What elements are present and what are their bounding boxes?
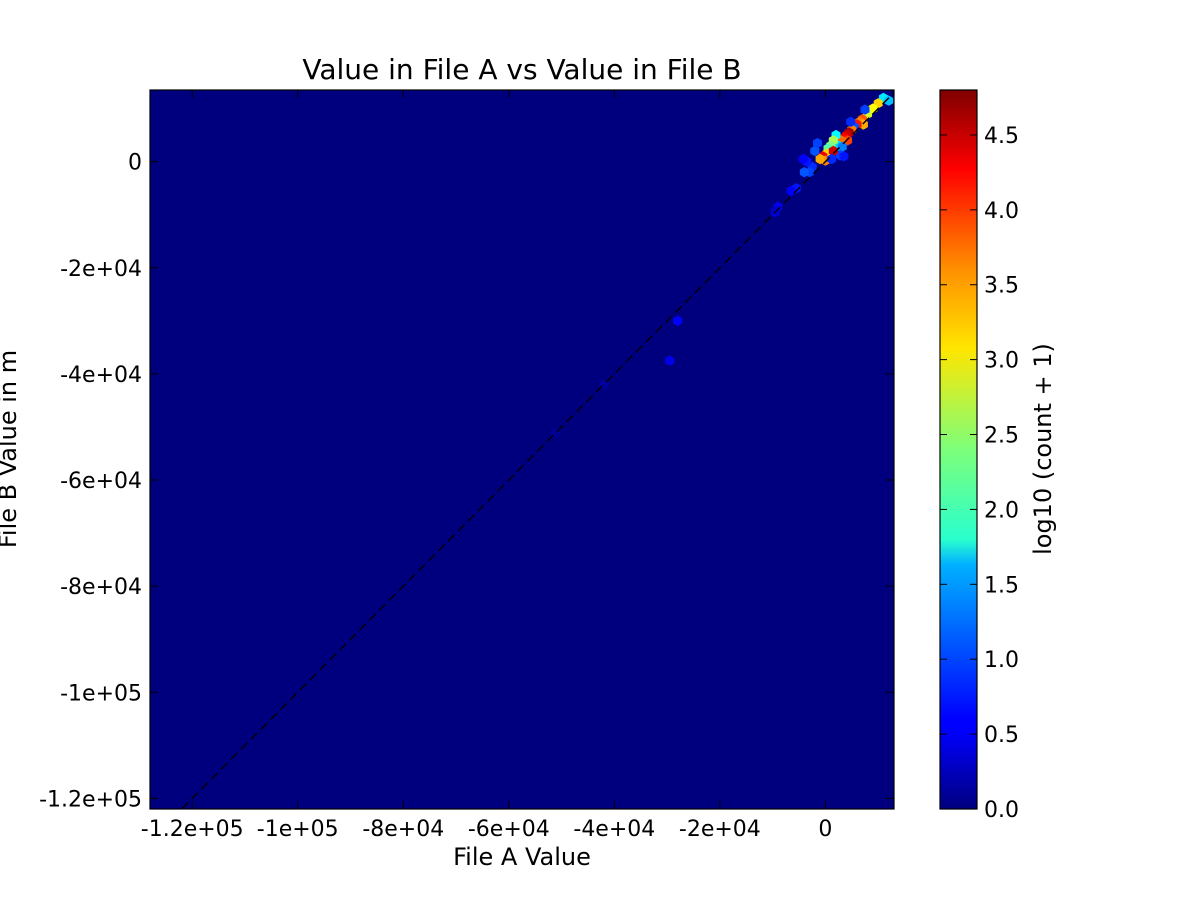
colorbar-tick-label: 2.5: [984, 424, 1019, 449]
hexbin-cell: [786, 185, 796, 196]
colorbar-tick-label: 4.0: [984, 199, 1019, 224]
x-axis-ticks: -1.2e+05 -1e+05 -8e+04 -6e+04 -4e+04 -2e+04 0: [141, 90, 832, 842]
y-tick-label: -6e+04: [60, 469, 142, 494]
colorbar-tick-label: 0.0: [984, 798, 1019, 823]
y-tick-label: 0: [128, 151, 142, 176]
x-tick-label: -8e+04: [362, 817, 444, 842]
colorbar-tick-label: 0.5: [984, 723, 1019, 748]
x-tick-label: -4e+04: [573, 817, 655, 842]
y-tick-label: -2e+04: [60, 257, 142, 282]
y-tick-label: -8e+04: [60, 575, 142, 600]
colorbar-tick-label: 1.5: [984, 573, 1019, 598]
hexbin-cell: [815, 153, 825, 165]
x-tick-label: -2e+04: [679, 817, 761, 842]
x-tick-label: -1.2e+05: [141, 817, 244, 842]
colorbar-tick-label: 2.0: [984, 498, 1019, 523]
y-tick-label: -1.2e+05: [39, 787, 142, 812]
colorbar-ticks: 0.0 0.5 1.0 1.5 2.0 2.5 3.0 3.5 4.0 4.5: [940, 124, 1019, 823]
hexbin-cell: [837, 141, 847, 152]
reference-line: [181, 92, 894, 809]
y-tick-label: -1e+05: [60, 681, 142, 706]
colorbar-tick-label: 3.5: [984, 274, 1019, 299]
hexbin-cell: [828, 145, 838, 157]
colorbar-tick-label: 1.0: [984, 648, 1019, 673]
hexbin-cell: [799, 167, 809, 178]
hexbin-cell: [827, 153, 837, 165]
plot-area: [150, 90, 894, 809]
x-tick-label: -6e+04: [468, 817, 550, 842]
hexbin-cell: [813, 137, 822, 149]
y-axis-label: File B Value in m: [0, 350, 22, 548]
hexbin-cell: [665, 355, 675, 366]
hexbin-cell: [884, 95, 894, 106]
hexbin-cell: [860, 104, 870, 115]
hexbin-cell: [846, 116, 856, 127]
plot-frame: [149, 89, 895, 810]
hexbin-cell: [673, 315, 683, 326]
colorbar-tick-label: 3.0: [984, 349, 1019, 374]
x-tick-label: -1e+05: [257, 817, 339, 842]
x-tick-label: 0: [818, 817, 832, 842]
hexbin-layer: [551, 92, 894, 438]
y-tick-label: -4e+04: [60, 363, 142, 388]
colorbar: [939, 89, 978, 810]
hexbin-cell: [810, 145, 820, 157]
colorbar-label: log10 (count + 1): [1029, 343, 1057, 555]
y-axis-ticks: 0 -2e+04 -4e+04 -6e+04 -8e+04 -1e+05 -1.2e+05: [39, 151, 894, 812]
colorbar-tick-label: 4.5: [984, 124, 1019, 149]
hexbin-cell: [798, 153, 808, 165]
chart-title: Value in File A vs Value in File B: [302, 53, 741, 86]
x-axis-label: File A Value: [453, 843, 591, 871]
hexbin-cell: [839, 151, 849, 162]
